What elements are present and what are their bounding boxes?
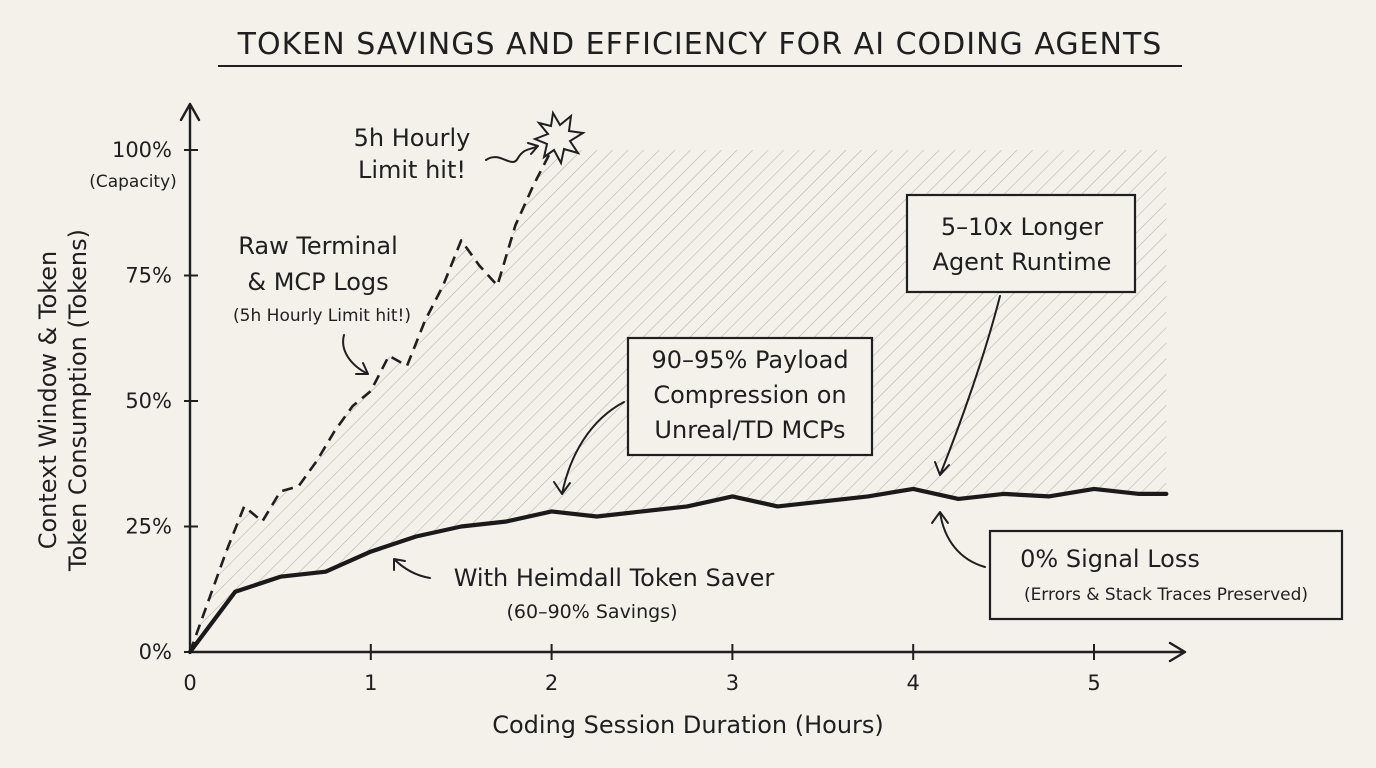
annotation-limit-hit-line-1: 5h Hourly: [354, 124, 471, 152]
annotation-heimdall: With Heimdall Token Saver: [454, 564, 775, 592]
y-tick-note-capacity: (Capacity): [89, 172, 177, 192]
x-tick-label: 1: [364, 671, 377, 695]
y-tick-label: 100%: [112, 138, 172, 162]
y-tick-label: 75%: [125, 264, 172, 288]
limit-starburst-icon: [532, 110, 586, 166]
raw-logs-arrow: [342, 334, 369, 375]
x-ticks: 0 1 2 3 4 5: [183, 644, 1101, 695]
annotation-raw-logs-line-2: & MCP Logs: [247, 268, 388, 296]
annotation-compression-line-2: Compression on: [653, 381, 846, 409]
compression-arrow: [553, 401, 625, 495]
x-tick-label: 2: [545, 671, 558, 695]
runtime-arrow: [934, 295, 1001, 476]
signal-loss-callout-box: [988, 529, 1344, 621]
signal-loss-arrow: [931, 511, 986, 568]
annotation-signal-loss: 0% Signal Loss: [1020, 545, 1200, 573]
x-tick-label: 0: [183, 671, 196, 695]
y-axis-title: Context Window & Token Token Consumption…: [34, 229, 92, 572]
annotation-runtime-line-2: Agent Runtime: [933, 248, 1112, 276]
series-heimdall-line: [187, 486, 1169, 655]
y-ticks: 0% 25% 50% 75% 100%: [112, 138, 198, 664]
runtime-callout-box: [905, 193, 1137, 294]
x-tick-label: 5: [1087, 671, 1100, 695]
x-tick-label: 3: [726, 671, 739, 695]
x-tick-label: 4: [907, 671, 920, 695]
annotation-signal-loss-note: (Errors & Stack Traces Preserved): [1024, 585, 1308, 605]
chart-title: TOKEN SAVINGS AND EFFICIENCY FOR AI CODI…: [237, 27, 1163, 62]
y-axis: [179, 102, 201, 654]
annotation-runtime-line-1: 5–10x Longer: [941, 213, 1103, 241]
y-axis-title-line-2: Token Consumption (Tokens): [64, 229, 92, 572]
heimdall-arrow: [393, 558, 431, 579]
y-tick-label: 0%: [139, 640, 172, 664]
limit-hit-arrow: [485, 142, 539, 163]
y-axis-title-line-1: Context Window & Token: [34, 251, 62, 550]
annotation-compression-line-3: Unreal/TD MCPs: [654, 416, 845, 444]
x-axis: [188, 641, 1187, 663]
annotation-compression-line-1: 90–95% Payload: [651, 346, 848, 374]
y-tick-label: 50%: [125, 389, 172, 413]
annotation-raw-logs-note: (5h Hourly Limit hit!): [233, 306, 411, 326]
annotation-limit-hit-line-2: Limit hit!: [358, 156, 466, 184]
annotation-heimdall-note: (60–90% Savings): [507, 601, 678, 623]
series-raw-logs-line: [188, 149, 553, 653]
annotation-raw-logs-line-1: Raw Terminal: [238, 232, 398, 260]
compression-callout-box: [626, 336, 874, 457]
x-axis-title: Coding Session Duration (Hours): [492, 711, 884, 739]
y-tick-label: 25%: [125, 515, 172, 539]
